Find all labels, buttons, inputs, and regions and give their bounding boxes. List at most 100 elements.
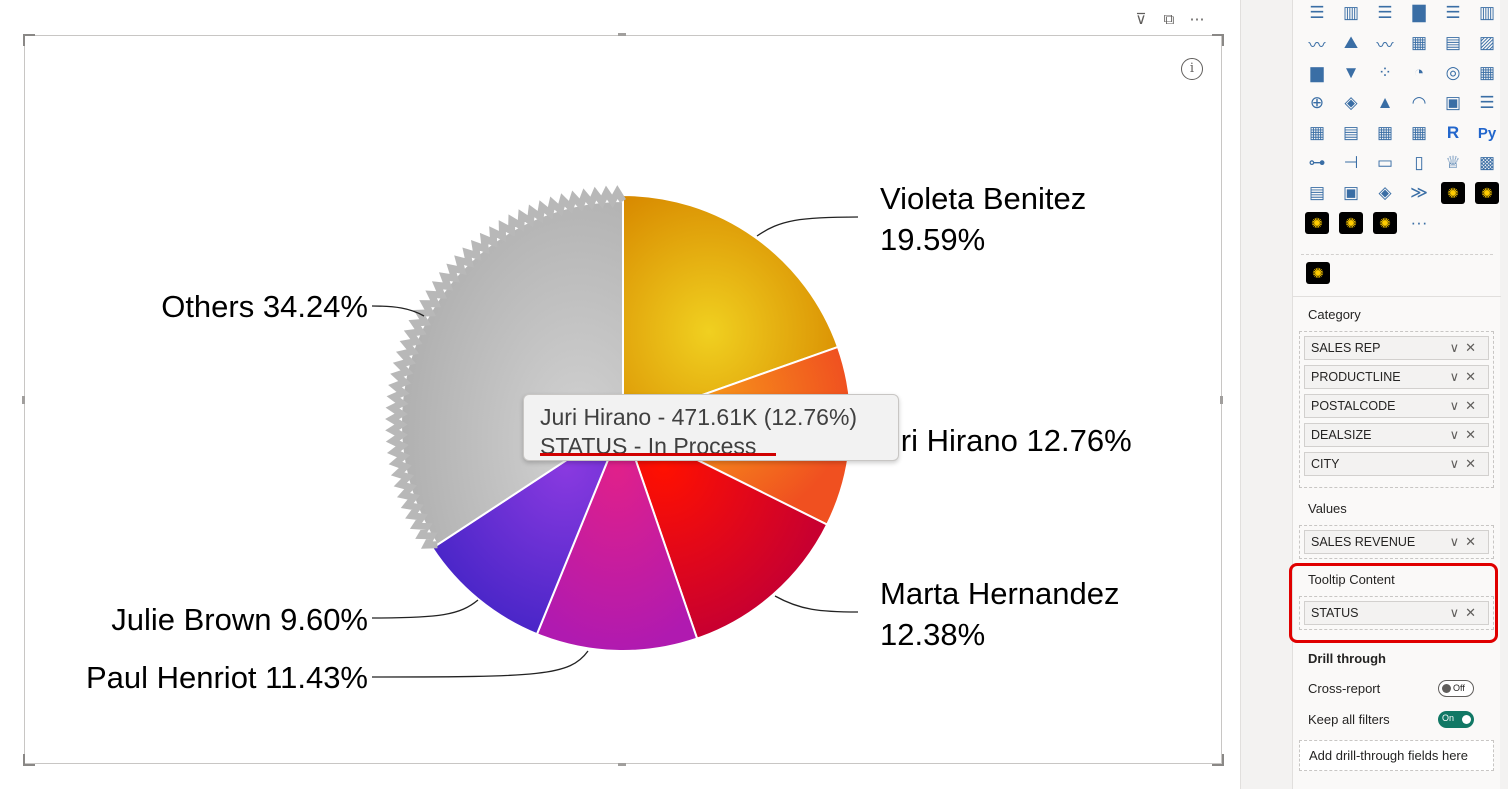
field-actions-icon[interactable]: ∨✕: [1449, 427, 1482, 442]
line-column-icon[interactable]: ▦: [1410, 33, 1428, 52]
pane-separator: [1293, 296, 1501, 297]
pro-visual-icon[interactable]: ✺: [1373, 212, 1397, 234]
info-icon[interactable]: i: [1181, 58, 1203, 80]
custom-visual-icon[interactable]: ▣: [1342, 183, 1360, 202]
filled-map-icon[interactable]: ◈: [1344, 93, 1358, 112]
focus-mode-icon[interactable]: ⧉: [1163, 10, 1175, 28]
stacked-bar-icon[interactable]: ☰: [1309, 3, 1325, 22]
values-well-label: Values: [1308, 501, 1347, 516]
resize-corner-br[interactable]: [1212, 754, 1224, 766]
key-influencers-icon[interactable]: ⊶: [1308, 153, 1326, 172]
category-field[interactable]: DEALSIZE ∨✕: [1304, 423, 1489, 447]
resize-corner-tl[interactable]: [23, 34, 35, 46]
kpi-icon[interactable]: ▦: [1308, 123, 1326, 142]
clustered-bar-icon[interactable]: ☰: [1377, 3, 1393, 22]
100-bar-icon[interactable]: ☰: [1445, 3, 1461, 22]
card-icon[interactable]: ▣: [1444, 93, 1462, 112]
slice-paul-henriot[interactable]: [535, 420, 699, 652]
resize-corner-tr[interactable]: [1212, 34, 1224, 46]
line-chart-icon[interactable]: 〰: [1308, 35, 1326, 55]
100-column-icon[interactable]: ▥: [1478, 3, 1496, 22]
category-field[interactable]: SALES REP ∨✕: [1304, 336, 1489, 360]
gauge-icon[interactable]: ◠: [1411, 93, 1427, 112]
resize-handle-bottom[interactable]: [618, 763, 626, 766]
funnel-icon[interactable]: ▼: [1342, 63, 1360, 82]
category-field[interactable]: PRODUCTLINE ∨✕: [1304, 365, 1489, 389]
python-visual-icon[interactable]: Py: [1477, 124, 1497, 142]
field-actions-icon[interactable]: ∨✕: [1449, 534, 1482, 549]
field-actions-icon[interactable]: ∨✕: [1449, 369, 1482, 384]
more-visuals-icon[interactable]: ···: [1410, 213, 1428, 232]
filter-icon[interactable]: ⊽: [1135, 11, 1147, 28]
map-icon[interactable]: ⊕: [1309, 93, 1325, 112]
pie-chart-icon[interactable]: ◔: [1413, 63, 1425, 82]
pro-visual-icon[interactable]: ✺: [1475, 182, 1499, 204]
keep-all-filters-label: Keep all filters: [1308, 712, 1390, 727]
resize-handle-top[interactable]: [618, 33, 626, 36]
pie-chart-svg: Violeta Benitez 19.59% Juri Hirano 12.76…: [86, 181, 1132, 695]
slice-label-violeta-pct: 19.59%: [880, 222, 985, 257]
field-actions-icon[interactable]: ∨✕: [1449, 605, 1482, 620]
decomposition-tree-icon[interactable]: ⊣: [1343, 153, 1359, 172]
slice-label-marta-name: Marta Hernandez: [880, 576, 1120, 611]
power-automate-icon[interactable]: ≫: [1410, 183, 1428, 202]
tooltip-field[interactable]: STATUS ∨✕: [1304, 601, 1489, 625]
area-chart-icon[interactable]: ⛰: [1343, 33, 1359, 52]
slice-marta-hernandez[interactable]: [621, 421, 829, 640]
scatter-icon[interactable]: ⁘: [1377, 63, 1393, 82]
add-drill-through-well[interactable]: Add drill-through fields here: [1299, 740, 1494, 771]
category-field[interactable]: POSTALCODE ∨✕: [1304, 394, 1489, 418]
report-canvas: ⊽ ⧉ ⋯ i Violeta Benitez 19.59% Juri: [0, 0, 1240, 789]
pro-visual-icon[interactable]: ✺: [1441, 182, 1465, 204]
field-actions-icon[interactable]: ∨✕: [1449, 456, 1482, 471]
stacked-column-icon[interactable]: ▥: [1342, 3, 1360, 22]
pro-visual-icon[interactable]: ✺: [1339, 212, 1363, 234]
custom-visual-icon[interactable]: ◈: [1378, 183, 1392, 202]
slice-julie-brown[interactable]: [430, 420, 626, 636]
field-actions-icon[interactable]: ∨✕: [1449, 340, 1482, 355]
tooltip-line2: STATUS - In Process: [540, 433, 757, 459]
waterfall-icon[interactable]: ▆: [1310, 63, 1324, 82]
visual-header: ⊽ ⧉ ⋯: [1130, 8, 1222, 30]
donut-chart-icon[interactable]: ◎: [1445, 63, 1461, 82]
cross-report-toggle[interactable]: Off: [1438, 680, 1474, 697]
qa-icon[interactable]: ▭: [1376, 153, 1394, 172]
r-visual-icon[interactable]: R: [1446, 123, 1460, 142]
tooltip-content-highlight: [1289, 563, 1498, 643]
slice-violeta-benitez[interactable]: [622, 193, 840, 425]
pro-visual-icon[interactable]: ✺: [1305, 212, 1329, 234]
multirow-card-icon[interactable]: ☰: [1479, 93, 1495, 112]
goals-icon[interactable]: ♕: [1445, 153, 1461, 172]
more-options-icon[interactable]: ⋯: [1189, 11, 1205, 28]
gallery-separator: [1301, 254, 1493, 255]
category-field[interactable]: CITY ∨✕: [1304, 452, 1489, 476]
custom-visual-icon[interactable]: ▤: [1308, 183, 1326, 202]
keep-all-filters-toggle[interactable]: On: [1438, 711, 1474, 728]
values-well[interactable]: SALES REVENUE ∨✕: [1299, 525, 1494, 559]
selected-pie-visual-icon[interactable]: ✺: [1306, 262, 1330, 284]
pane-divider: [1240, 0, 1269, 789]
table-icon[interactable]: ▦: [1376, 123, 1394, 142]
leader-line-others: [371, 305, 425, 317]
field-name: SALES REP: [1311, 341, 1381, 355]
resize-handle-right[interactable]: [1220, 396, 1223, 404]
resize-corner-bl[interactable]: [23, 754, 35, 766]
smart-narrative-icon[interactable]: ▯: [1414, 153, 1424, 172]
category-well[interactable]: SALES REP ∨✕ PRODUCTLINE ∨✕ POSTALCODE ∨✕ DEAL…: [1299, 331, 1494, 488]
paginated-report-icon[interactable]: ▩: [1478, 153, 1496, 172]
treemap-icon[interactable]: ▦: [1478, 63, 1496, 82]
field-name: SALES REVENUE: [1311, 535, 1416, 549]
resize-handle-left[interactable]: [22, 396, 25, 404]
matrix-icon[interactable]: ▦: [1410, 123, 1428, 142]
values-field[interactable]: SALES REVENUE ∨✕: [1304, 530, 1489, 554]
azure-map-icon[interactable]: ▲: [1376, 93, 1394, 112]
ribbon-chart-icon[interactable]: ▨: [1478, 33, 1496, 52]
clustered-column-icon[interactable]: ▇: [1412, 3, 1426, 22]
field-actions-icon[interactable]: ∨✕: [1449, 398, 1482, 413]
line-clustered-icon[interactable]: ▤: [1444, 33, 1462, 52]
field-name: DEALSIZE: [1311, 428, 1372, 442]
slicer-icon[interactable]: ▤: [1342, 123, 1360, 142]
visual-type-gallery: ☰ ▥ ☰ ▇ ☰ ▥ 〰 ⛰ 〰 ▦ ▤ ▨ ▆ ▼ ⁘ ◔ ◎ ▦ ⊕ ◈ ▲ ◠ ▣ ☰ ▦ ▤ ▦ ▦ R Py ⊶ ⊣ ▭ ▯ ♕ ▩ ▤ ▣ ◈…: [1305, 2, 1499, 234]
tooltip-content-well[interactable]: STATUS ∨✕: [1299, 596, 1494, 630]
stacked-area-icon[interactable]: 〰: [1376, 35, 1394, 55]
